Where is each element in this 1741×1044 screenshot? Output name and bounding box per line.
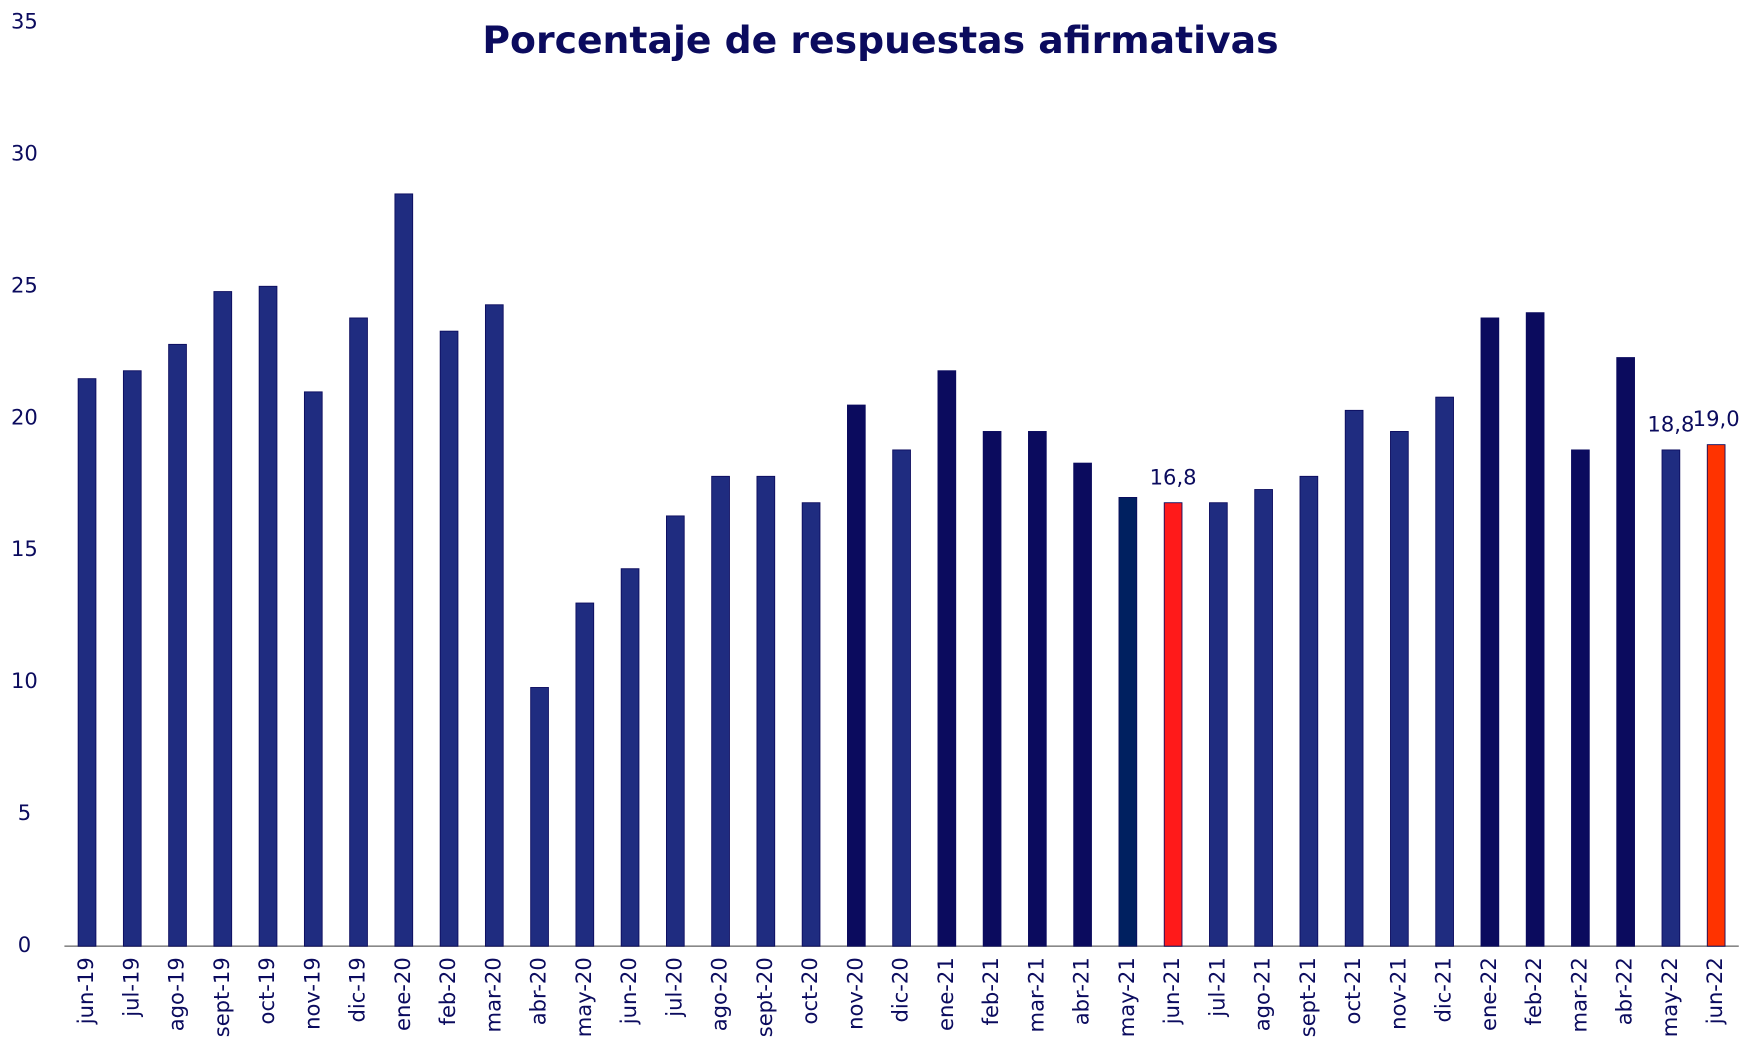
bar	[665, 515, 685, 947]
bar	[937, 370, 957, 947]
bar	[303, 391, 323, 947]
x-tick-label: nov-19	[299, 957, 324, 1030]
value-label: 18,8	[1647, 412, 1694, 437]
x-tick-label: jun-21	[1159, 957, 1184, 1025]
y-tick-label: 25	[11, 272, 38, 297]
bar	[1209, 502, 1228, 947]
x-tick-label: ago-20	[707, 957, 732, 1031]
bar	[1525, 312, 1545, 947]
bar	[349, 317, 368, 947]
bar	[530, 687, 549, 947]
x-tick-label: jun-22	[1702, 957, 1727, 1025]
bar	[439, 330, 459, 947]
bar	[394, 193, 414, 947]
x-tick-label: jul-21	[1204, 957, 1229, 1018]
bar	[1661, 449, 1681, 947]
bar	[1390, 431, 1409, 947]
bar	[847, 404, 866, 947]
x-tick-label: dic-19	[345, 957, 370, 1022]
y-tick-label: 10	[11, 668, 38, 693]
bar	[711, 475, 730, 947]
y-tick-label: 0	[18, 932, 31, 957]
bar	[1571, 449, 1590, 947]
x-tick-label: feb-22	[1521, 957, 1546, 1025]
chart-title: Porcentaje de respuestas afirmativas	[482, 18, 1278, 62]
x-tick-label: ene-21	[933, 957, 958, 1031]
x-tick-label: may-20	[571, 957, 596, 1037]
x-tick-label: dic-20	[888, 957, 913, 1022]
bar	[484, 304, 504, 947]
bar	[213, 291, 233, 947]
x-tick-label: jul-19	[118, 957, 143, 1018]
bar	[1073, 462, 1092, 947]
x-tick-label: feb-21	[978, 957, 1003, 1025]
x-tick-label: oct-21	[1340, 957, 1365, 1024]
y-tick-label: 30	[11, 140, 38, 165]
x-tick-label: ene-20	[390, 957, 415, 1031]
x-tick-label: ago-21	[1250, 957, 1275, 1031]
x-tick-label: abr-20	[526, 957, 551, 1025]
y-tick-label: 35	[11, 8, 38, 33]
bar	[1435, 396, 1454, 947]
bar	[1163, 502, 1183, 947]
bar	[1706, 444, 1726, 947]
bar	[620, 568, 640, 947]
x-tick-label: may-22	[1657, 957, 1682, 1037]
x-tick-label: mar-20	[480, 957, 505, 1032]
x-tick-label: oct-19	[254, 957, 279, 1024]
bar	[801, 502, 821, 947]
x-tick-label: sept-21	[1295, 957, 1320, 1037]
x-tick-label: abr-21	[1069, 957, 1094, 1025]
bar	[258, 285, 278, 947]
x-tick-label: sept-19	[209, 957, 234, 1037]
bar	[982, 431, 1002, 947]
x-tick-label: oct-20	[797, 957, 822, 1024]
x-tick-label: nov-20	[842, 957, 867, 1030]
bar	[892, 449, 911, 947]
x-tick-label: sept-20	[752, 957, 777, 1037]
bar	[1616, 357, 1635, 947]
bar	[122, 370, 142, 947]
bar	[1028, 431, 1047, 947]
y-tick-label: 5	[18, 800, 31, 825]
bar	[1344, 409, 1364, 947]
bar	[1480, 317, 1500, 947]
x-tick-label: mar-21	[1023, 957, 1048, 1032]
value-label: 19,0	[1693, 406, 1740, 431]
x-tick-label: dic-21	[1431, 957, 1456, 1022]
x-tick-label: abr-22	[1612, 957, 1637, 1025]
x-tick-label: nov-21	[1385, 957, 1410, 1030]
y-tick-label: 20	[11, 404, 38, 429]
x-tick-label: mar-22	[1566, 957, 1591, 1032]
x-tick-label: may-21	[1114, 957, 1139, 1037]
bar	[77, 378, 97, 947]
bar	[756, 475, 776, 947]
x-tick-label: jul-20	[661, 957, 686, 1018]
x-tick-label: ago-19	[164, 957, 189, 1031]
x-tick-label: jun-20	[616, 957, 641, 1025]
x-tick-label: jun-19	[73, 957, 98, 1025]
bar	[575, 602, 595, 947]
bar	[1118, 497, 1138, 947]
bar	[168, 343, 187, 947]
x-tick-label: ene-22	[1476, 957, 1501, 1031]
bar	[1254, 489, 1273, 947]
y-tick-label: 15	[11, 536, 38, 561]
x-tick-label: feb-20	[435, 957, 460, 1025]
value-label: 16,8	[1150, 464, 1197, 489]
bar	[1299, 475, 1319, 947]
